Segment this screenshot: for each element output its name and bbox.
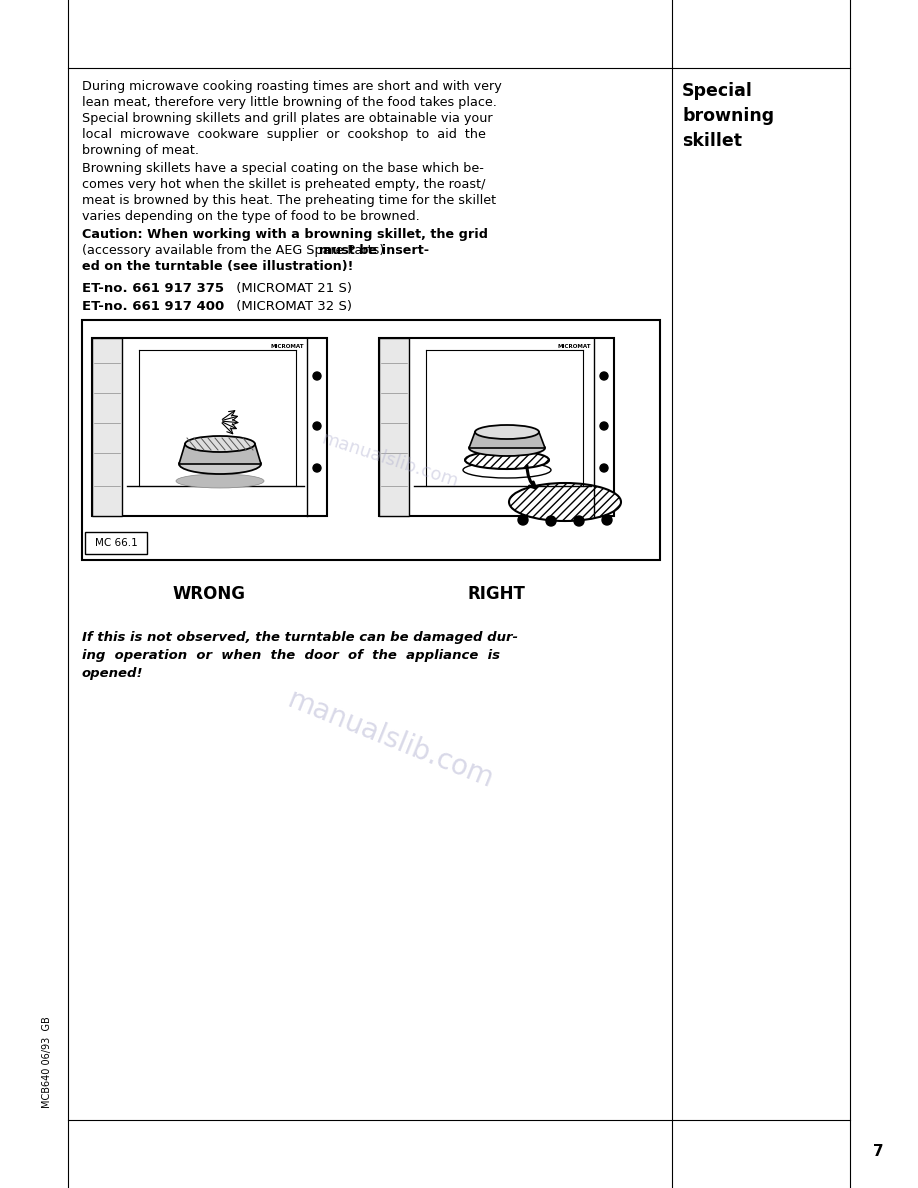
Text: If this is not observed, the turntable can be damaged dur-: If this is not observed, the turntable c… <box>82 631 518 644</box>
Text: (MICROMAT 32 S): (MICROMAT 32 S) <box>232 301 352 312</box>
Text: meat is browned by this heat. The preheating time for the skillet: meat is browned by this heat. The prehea… <box>82 194 496 207</box>
Polygon shape <box>469 432 545 448</box>
Bar <box>92 339 327 516</box>
Text: manualslib.com: manualslib.com <box>283 685 498 794</box>
Text: local  microwave  cookware  supplier  or  cookshop  to  aid  the: local microwave cookware supplier or coo… <box>82 128 486 141</box>
Text: ET-no. 661 917 375: ET-no. 661 917 375 <box>82 282 224 295</box>
Text: must be insert-: must be insert- <box>319 244 430 257</box>
Bar <box>379 339 409 516</box>
Bar <box>379 339 614 516</box>
Circle shape <box>600 372 608 380</box>
Ellipse shape <box>179 454 261 474</box>
Text: WRONG: WRONG <box>173 584 245 604</box>
Circle shape <box>600 422 608 430</box>
Circle shape <box>602 516 612 525</box>
Circle shape <box>600 465 608 472</box>
Text: manualslib.com: manualslib.com <box>319 429 461 491</box>
Circle shape <box>518 516 528 525</box>
Bar <box>82 320 660 560</box>
Text: (accessory available from the AEG Spare Parts): (accessory available from the AEG Spare … <box>82 244 388 257</box>
Text: During microwave cooking roasting times are short and with very: During microwave cooking roasting times … <box>82 80 502 93</box>
FancyBboxPatch shape <box>85 532 147 554</box>
Text: Special browning skillets and grill plates are obtainable via your: Special browning skillets and grill plat… <box>82 112 493 125</box>
Circle shape <box>546 516 556 526</box>
Text: lean meat, therefore very little browning of the food takes place.: lean meat, therefore very little brownin… <box>82 96 497 109</box>
Text: opened!: opened! <box>82 666 143 680</box>
Ellipse shape <box>185 436 255 451</box>
Text: Caution: When working with a browning skillet, the grid: Caution: When working with a browning sk… <box>82 228 488 241</box>
Text: MCB640 06/93  GB: MCB640 06/93 GB <box>42 1016 52 1108</box>
Ellipse shape <box>509 484 621 522</box>
Text: MICROMAT: MICROMAT <box>557 345 591 349</box>
Text: Special
browning
skillet: Special browning skillet <box>682 82 774 150</box>
Text: MICROMAT: MICROMAT <box>271 345 304 349</box>
Text: (MICROMAT 21 S): (MICROMAT 21 S) <box>232 282 352 295</box>
Ellipse shape <box>463 462 551 478</box>
Text: 7: 7 <box>873 1144 883 1159</box>
Ellipse shape <box>465 451 549 469</box>
Circle shape <box>313 422 321 430</box>
Text: browning of meat.: browning of meat. <box>82 144 199 157</box>
Bar <box>92 339 122 516</box>
Text: varies depending on the type of food to be browned.: varies depending on the type of food to … <box>82 210 420 223</box>
Ellipse shape <box>475 425 539 440</box>
Text: ed on the turntable (see illustration)!: ed on the turntable (see illustration)! <box>82 260 353 273</box>
Text: RIGHT: RIGHT <box>467 584 525 604</box>
Text: comes very hot when the skillet is preheated empty, the roast/: comes very hot when the skillet is prehe… <box>82 178 486 191</box>
Text: ET-no. 661 917 400: ET-no. 661 917 400 <box>82 301 224 312</box>
Polygon shape <box>179 444 261 465</box>
Ellipse shape <box>176 474 264 488</box>
Text: MC 66.1: MC 66.1 <box>95 538 138 548</box>
Circle shape <box>313 465 321 472</box>
Circle shape <box>313 372 321 380</box>
Text: Browning skillets have a special coating on the base which be-: Browning skillets have a special coating… <box>82 162 484 175</box>
Text: ing  operation  or  when  the  door  of  the  appliance  is: ing operation or when the door of the ap… <box>82 649 500 662</box>
Ellipse shape <box>469 440 545 456</box>
Circle shape <box>574 516 584 526</box>
